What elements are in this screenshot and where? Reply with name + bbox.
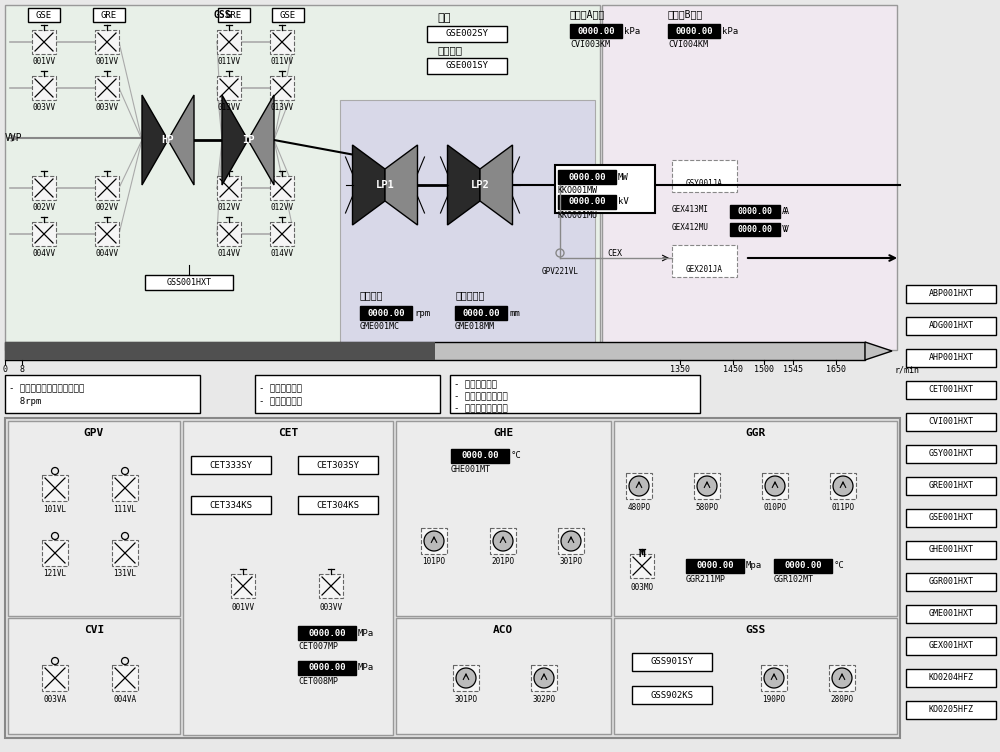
Text: - 确认润滑油泵启动: - 确认润滑油泵启动 (454, 404, 508, 413)
Text: 正常停运: 正常停运 (437, 45, 462, 55)
Text: M: M (639, 549, 645, 559)
Text: 0000.00: 0000.00 (367, 308, 405, 317)
Circle shape (534, 668, 554, 688)
Text: V: V (782, 225, 787, 234)
FancyBboxPatch shape (270, 76, 294, 100)
FancyBboxPatch shape (32, 222, 56, 246)
Text: 001VV: 001VV (95, 56, 119, 65)
Text: 011VV: 011VV (270, 56, 294, 65)
FancyBboxPatch shape (686, 559, 744, 573)
FancyBboxPatch shape (626, 473, 652, 499)
FancyBboxPatch shape (427, 58, 507, 74)
FancyBboxPatch shape (531, 665, 557, 691)
FancyBboxPatch shape (906, 509, 996, 527)
FancyBboxPatch shape (298, 626, 356, 640)
Text: 1500: 1500 (754, 365, 774, 374)
FancyBboxPatch shape (95, 222, 119, 246)
Text: 201PO: 201PO (491, 557, 515, 566)
Text: 0000.00: 0000.00 (738, 207, 772, 216)
Text: 0000.00: 0000.00 (462, 308, 500, 317)
Text: CVI001HXT: CVI001HXT (928, 417, 974, 426)
Text: 004VV: 004VV (95, 248, 119, 257)
FancyBboxPatch shape (602, 5, 897, 350)
FancyBboxPatch shape (730, 223, 780, 236)
FancyBboxPatch shape (270, 30, 294, 54)
Text: 003MO: 003MO (630, 584, 654, 593)
Text: 1545: 1545 (783, 365, 803, 374)
Text: CET001HXT: CET001HXT (928, 386, 974, 395)
Text: GRE: GRE (226, 11, 242, 20)
Text: 0000.00: 0000.00 (308, 663, 346, 672)
Text: KKO001MW: KKO001MW (558, 186, 598, 195)
Text: IP: IP (242, 135, 254, 145)
Text: 111VL: 111VL (113, 505, 137, 514)
FancyBboxPatch shape (191, 456, 271, 474)
Text: 8rpm: 8rpm (9, 397, 41, 406)
FancyBboxPatch shape (730, 205, 780, 218)
FancyBboxPatch shape (906, 349, 996, 367)
Text: VVP: VVP (5, 133, 23, 143)
Text: CET007MP: CET007MP (298, 642, 338, 651)
Text: - 确认励磁开关断开: - 确认励磁开关断开 (454, 392, 508, 401)
Text: kV: kV (618, 198, 629, 207)
FancyBboxPatch shape (906, 285, 996, 303)
FancyBboxPatch shape (231, 574, 255, 598)
Text: GSY001HXT: GSY001HXT (928, 450, 974, 459)
FancyBboxPatch shape (396, 618, 611, 734)
Text: CET334KS: CET334KS (210, 501, 252, 510)
FancyBboxPatch shape (298, 496, 378, 514)
Circle shape (629, 476, 649, 496)
Text: ACO: ACO (493, 625, 513, 635)
FancyBboxPatch shape (32, 76, 56, 100)
Text: GSY001JA: GSY001JA (686, 180, 722, 189)
Text: MW: MW (618, 172, 629, 181)
Circle shape (832, 668, 852, 688)
Text: AHP001HXT: AHP001HXT (928, 353, 974, 362)
Text: GHE001MT: GHE001MT (451, 465, 491, 474)
Text: kPa: kPa (722, 26, 738, 35)
FancyBboxPatch shape (906, 445, 996, 463)
Text: 280PO: 280PO (830, 695, 854, 704)
Circle shape (697, 476, 717, 496)
FancyBboxPatch shape (95, 176, 119, 200)
Text: MPa: MPa (358, 663, 374, 672)
FancyBboxPatch shape (8, 421, 180, 616)
FancyBboxPatch shape (451, 449, 509, 463)
Text: GSE002SY: GSE002SY (446, 29, 488, 38)
Text: 011PO: 011PO (831, 502, 855, 511)
Text: 转子偏心度: 转子偏心度 (455, 290, 484, 300)
Polygon shape (222, 95, 248, 185)
FancyBboxPatch shape (5, 342, 865, 360)
Text: GSE001SY: GSE001SY (446, 62, 488, 71)
Text: CEX: CEX (608, 250, 622, 259)
Text: CET008MP: CET008MP (298, 677, 338, 686)
FancyBboxPatch shape (112, 665, 138, 691)
Text: 凝汽器A压力: 凝汽器A压力 (570, 9, 605, 19)
Circle shape (765, 476, 785, 496)
Text: CVI: CVI (84, 625, 104, 635)
Text: 004VV: 004VV (32, 248, 56, 257)
FancyBboxPatch shape (906, 605, 996, 623)
Text: 0000.00: 0000.00 (577, 26, 615, 35)
Text: 121VL: 121VL (43, 569, 67, 578)
Text: 003VV: 003VV (319, 604, 343, 612)
Text: GRE001HXT: GRE001HXT (928, 481, 974, 490)
FancyBboxPatch shape (906, 701, 996, 719)
FancyBboxPatch shape (112, 540, 138, 566)
Text: 复位: 复位 (437, 13, 450, 23)
Text: CVI003KM: CVI003KM (570, 40, 610, 49)
Text: 003VA: 003VA (43, 695, 67, 704)
Text: 0000.00: 0000.00 (675, 26, 713, 35)
Text: KO0205HFZ: KO0205HFZ (928, 705, 974, 714)
FancyBboxPatch shape (558, 195, 616, 209)
Text: r/min: r/min (895, 365, 920, 374)
Text: 0000.00: 0000.00 (461, 451, 499, 460)
Text: 0000.00: 0000.00 (568, 172, 606, 181)
FancyBboxPatch shape (32, 30, 56, 54)
Text: 1450: 1450 (723, 365, 743, 374)
Text: 580PO: 580PO (695, 502, 719, 511)
Text: 凝汽器B压力: 凝汽器B压力 (668, 9, 703, 19)
Text: GSE: GSE (36, 11, 52, 20)
Text: CET303SY: CET303SY (316, 460, 360, 469)
